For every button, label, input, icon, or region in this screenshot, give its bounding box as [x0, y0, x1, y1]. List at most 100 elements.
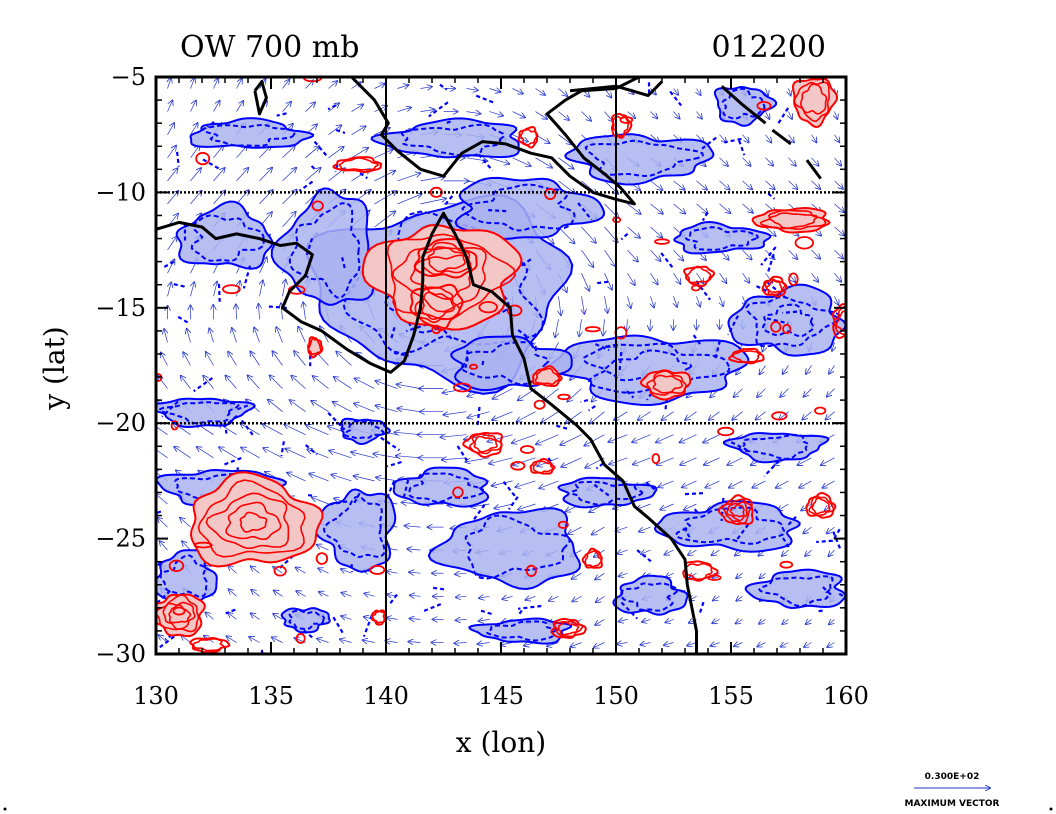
wind-vector [516, 480, 536, 487]
wind-vector [236, 190, 249, 205]
wind-vector [535, 88, 546, 95]
wind-vector [584, 434, 605, 446]
wind-vector [512, 157, 531, 166]
wind-vector [712, 619, 720, 623]
positive-contour [168, 559, 185, 573]
wind-vector [798, 457, 812, 465]
wind-vector [259, 190, 273, 205]
negative-contour [156, 561, 161, 569]
wind-vector [190, 123, 198, 135]
wind-vector [696, 203, 708, 213]
wind-vector [685, 411, 697, 420]
wind-vector [673, 273, 681, 284]
wind-vector [619, 573, 628, 576]
wind-vector [742, 272, 750, 283]
negative-contour [161, 400, 179, 418]
wind-vector [604, 273, 613, 290]
wind-vector [501, 643, 513, 645]
wind-vector [535, 157, 553, 168]
wind-vector [766, 88, 769, 96]
negative-contour [156, 510, 162, 515]
negative-contour [234, 404, 249, 412]
wind-vector [684, 503, 697, 510]
wind-vector [638, 411, 651, 420]
negative-contour [427, 507, 582, 591]
negative-contour [330, 500, 348, 506]
negative-contour [713, 340, 721, 360]
wind-vector [734, 388, 743, 398]
positive-contour [427, 246, 466, 273]
wind-vector [673, 111, 680, 119]
wind-vector [752, 480, 766, 488]
wind-vector [227, 636, 237, 643]
wind-vector [627, 203, 641, 214]
negative-contour [206, 121, 215, 128]
wind-vector [290, 400, 306, 412]
y-tick-label: −30 [95, 640, 146, 668]
wind-vector [742, 134, 749, 143]
negative-contour [822, 586, 833, 597]
negative-contour [693, 508, 701, 516]
wind-vector [757, 388, 766, 397]
wind-vector [282, 102, 292, 112]
negative-contour [359, 172, 368, 180]
negative-contour [577, 202, 593, 221]
wind-vector [387, 618, 398, 620]
negative-contour [370, 117, 520, 159]
wind-vector [617, 643, 628, 645]
wind-vector [604, 249, 616, 266]
wind-vector [456, 596, 467, 597]
negative-contour [766, 253, 775, 274]
negative-contour [595, 462, 604, 470]
positive-contour [654, 238, 670, 245]
negative-contour [766, 317, 789, 325]
wind-vector [174, 447, 191, 459]
negative-contour [701, 136, 717, 150]
wind-vector [182, 541, 191, 551]
wind-vector [805, 549, 812, 556]
y-tick-label: −10 [95, 178, 146, 206]
wind-vector [759, 619, 766, 623]
wind-vector [341, 569, 352, 573]
wind-vector [205, 612, 214, 620]
wind-vector [806, 365, 812, 374]
x-tick-label: 160 [823, 682, 869, 710]
positive-contour [765, 279, 783, 293]
wind-vector [650, 111, 658, 119]
wind-vector [229, 589, 237, 597]
wind-vector [765, 134, 772, 143]
wind-vector [274, 590, 283, 597]
positive-contour [473, 435, 498, 453]
negative-contour [343, 420, 385, 440]
positive-contour [557, 621, 580, 636]
wind-vector [251, 613, 260, 620]
wind-vector [167, 123, 175, 135]
wind-vector [465, 457, 490, 462]
wind-vector [742, 249, 752, 259]
y-tick-label: −5 [111, 63, 146, 91]
wind-vector [240, 424, 260, 436]
wind-vector [263, 448, 283, 459]
negative-contour [727, 315, 739, 336]
positive-contour [510, 460, 526, 471]
wind-vector [236, 79, 242, 89]
negative-contour [816, 539, 833, 544]
wind-vector [657, 457, 674, 465]
wind-vector [826, 411, 835, 420]
wind-vector [489, 89, 501, 93]
wind-vector [364, 593, 375, 596]
x-tick-label: 140 [363, 682, 409, 710]
wind-vector [711, 643, 720, 646]
positive-contour [759, 209, 827, 230]
wind-vector [213, 78, 219, 89]
negative-contour [738, 140, 746, 156]
negative-contour [163, 260, 175, 269]
negative-contour [723, 432, 830, 464]
wind-vector [410, 595, 421, 596]
wind-vector [558, 134, 572, 145]
wind-vector [214, 282, 218, 297]
wind-vector [560, 434, 582, 445]
wind-vector [167, 101, 173, 112]
wind-vector [558, 88, 568, 97]
positive-contour [532, 460, 554, 474]
